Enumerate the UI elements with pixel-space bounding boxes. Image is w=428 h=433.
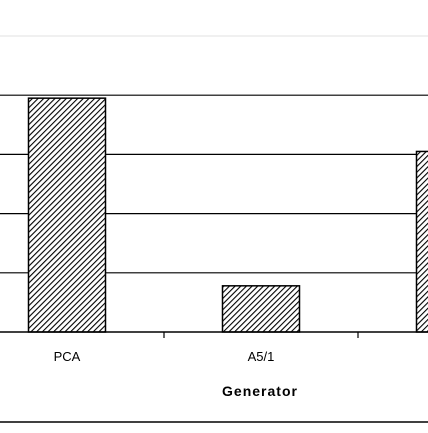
x-axis <box>0 332 428 338</box>
x-tick-label: A5/1 <box>248 349 275 364</box>
bars <box>29 98 428 332</box>
bar <box>417 151 428 332</box>
x-tick-labels: PCA A5/1 <box>54 349 275 364</box>
bar <box>223 286 300 332</box>
bar <box>29 98 106 332</box>
x-axis-title: Generator <box>222 383 298 399</box>
x-tick-label: PCA <box>54 349 81 364</box>
